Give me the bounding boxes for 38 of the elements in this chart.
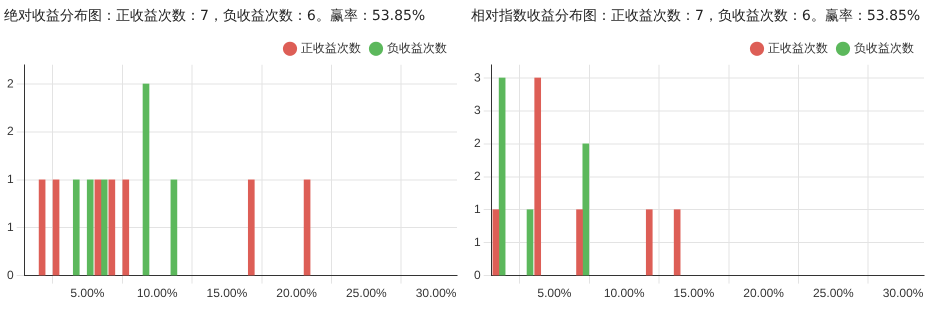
bar bbox=[534, 78, 542, 276]
bar bbox=[674, 209, 680, 276]
y-tick-label: 1 bbox=[6, 172, 14, 186]
x-tick-label: 20.00% bbox=[276, 286, 318, 300]
x-tick-label: 30.00% bbox=[416, 286, 457, 300]
chart-title: 相对指数收益分布图：正收益次数：7，负收益次数：6。赢率：53.85% bbox=[471, 8, 920, 24]
bar bbox=[582, 144, 590, 276]
x-tick-label: 20.00% bbox=[743, 286, 784, 300]
y-tick-label: 1 bbox=[474, 202, 481, 216]
x-tick-label: 5.00% bbox=[70, 286, 105, 300]
x-tick-label: 10.00% bbox=[604, 286, 645, 300]
legend-label: 正收益次数 bbox=[768, 40, 828, 55]
y-tick-label: 1 bbox=[474, 234, 481, 249]
x-tick-label: 25.00% bbox=[346, 286, 388, 300]
x-tick-label: 10.00% bbox=[136, 286, 178, 300]
bar bbox=[646, 209, 653, 276]
chart-title: 绝对收益分布图：正收益次数：7，负收益次数：6。赢率：53.85% bbox=[4, 8, 426, 24]
y-tick-label: 2 bbox=[474, 136, 481, 150]
bar bbox=[498, 78, 506, 276]
y-tick-label: 2 bbox=[6, 76, 14, 90]
y-tick-label: 2 bbox=[6, 124, 14, 138]
x-tick-label: 15.00% bbox=[674, 286, 715, 300]
bar bbox=[492, 209, 500, 276]
bar bbox=[576, 209, 583, 276]
y-tick-label: 0 bbox=[474, 268, 481, 282]
x-tick-label: 30.00% bbox=[882, 286, 924, 300]
y-tick-label: 2 bbox=[474, 169, 481, 184]
legend-label: 正收益次数 bbox=[301, 40, 361, 55]
y-tick-label: 1 bbox=[6, 220, 14, 234]
y-tick-label: 0 bbox=[6, 268, 14, 282]
x-tick-label: 25.00% bbox=[813, 286, 854, 300]
legend-label: 负收益次数 bbox=[387, 40, 447, 55]
x-tick-label: 15.00% bbox=[206, 286, 248, 300]
legend-label: 负收益次数 bbox=[854, 40, 914, 55]
y-tick-label: 3 bbox=[474, 70, 481, 84]
y-tick-label: 3 bbox=[474, 103, 481, 118]
bar bbox=[526, 209, 534, 276]
x-tick-label: 5.00% bbox=[537, 286, 572, 300]
